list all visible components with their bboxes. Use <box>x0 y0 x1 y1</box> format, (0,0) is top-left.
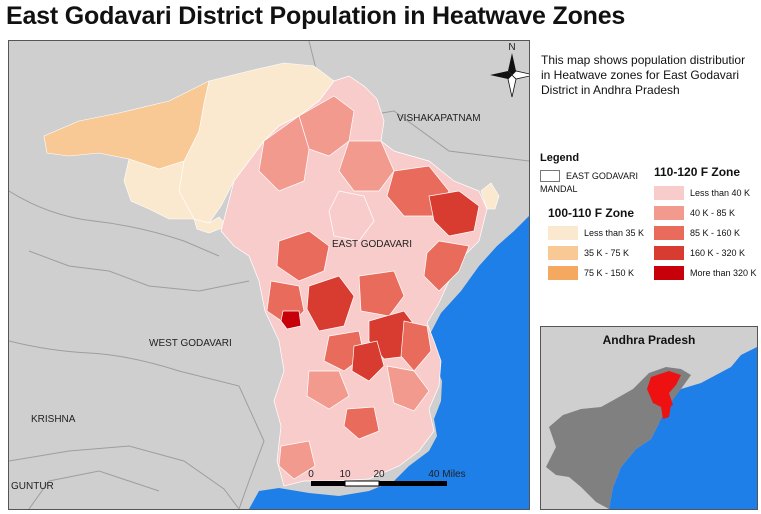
inset-sea <box>609 347 757 509</box>
inset-east-godavari-highlight <box>647 371 681 409</box>
scale-tick-10: 10 <box>339 469 351 480</box>
legend-item-label: 35 K - 75 K <box>584 248 630 258</box>
legend-item-label: Less than 40 K <box>690 188 751 198</box>
legend-item: 35 K - 75 K <box>548 246 629 260</box>
main-map[interactable]: 0 10 20 40 Miles VISHAKAPATNAM EAST GODA… <box>8 40 530 510</box>
legend-item-label: 40 K - 85 K <box>690 208 736 218</box>
mandal-c-5 <box>358 270 405 317</box>
legend-boundary: EAST GODAVARI <box>540 170 638 182</box>
mandal-s-3 <box>306 370 350 410</box>
north-arrow-icon: N <box>490 42 529 98</box>
legend-swatch <box>548 246 578 260</box>
mandal-west-pale-1 <box>123 158 195 220</box>
scale-tick-40: 40 Miles <box>428 469 465 480</box>
legend-item-label: More than 320 K <box>690 268 757 278</box>
label-west-godavari: WEST GODAVARI <box>149 338 232 349</box>
mandal-e-2 <box>423 240 470 292</box>
mandal-s-2 <box>400 320 432 372</box>
label-krishna: KRISHNA <box>31 414 76 425</box>
legend-boundary-label: EAST GODAVARI <box>566 171 639 181</box>
legend-item: Less than 35 K <box>548 226 644 240</box>
scale-seg-2 <box>344 480 380 487</box>
mandal-west-orange <box>43 80 210 170</box>
legend-swatch <box>654 186 684 200</box>
mandal-s-5 <box>278 440 316 480</box>
legend: Legend EAST GODAVARI MANDAL 110-120 F Zo… <box>540 150 758 310</box>
map-description: This map shows population distributior i… <box>541 53 746 97</box>
legend-item: 85 K - 160 K <box>654 226 740 240</box>
legend-swatch <box>654 206 684 220</box>
scale-seg-1 <box>311 481 345 486</box>
mandal-n-2 <box>258 115 310 192</box>
legend-item-label: 75 K - 150 K <box>584 268 635 278</box>
legend-title: Legend <box>540 152 580 164</box>
inset-title: Andhra Pradesh <box>602 333 696 347</box>
legend-swatch <box>654 226 684 240</box>
label-east-godavari: EAST GODAVARI <box>332 239 412 250</box>
sea-area <box>249 216 529 509</box>
legend-boundary-line2: MANDAL <box>540 184 578 194</box>
legend-item-label: 160 K - 320 K <box>690 248 746 258</box>
inset-map-svg <box>546 347 757 509</box>
legend-item: 75 K - 150 K <box>548 266 634 280</box>
legend-boundary-swatch <box>540 170 560 182</box>
legend-swatch <box>654 266 684 280</box>
mandal-c-1 <box>328 190 375 242</box>
inset-map[interactable]: Andhra Pradesh <box>540 326 758 510</box>
legend-swatch <box>548 266 578 280</box>
mandal-e-1 <box>428 190 480 237</box>
mandal-c-4 <box>306 275 355 332</box>
legend-swatch <box>548 226 578 240</box>
legend-item-label: Less than 35 K <box>584 228 645 238</box>
label-vishakapatnam: VISHAKAPATNAM <box>397 113 481 124</box>
label-guntur: GUNTUR <box>11 481 54 492</box>
north-label: N <box>508 42 515 53</box>
legend-item: 40 K - 85 K <box>654 206 735 220</box>
mandal-w-max <box>280 310 302 330</box>
legend-boundary-label-2: MANDAL <box>540 184 578 194</box>
mandal-s-1 <box>351 340 385 382</box>
legend-item: More than 320 K <box>654 266 757 280</box>
mandal-se-1 <box>386 365 430 412</box>
legend-swatch <box>654 246 684 260</box>
scale-tick-0: 0 <box>308 469 314 480</box>
scale-bar: 0 10 20 40 Miles <box>308 469 466 487</box>
inset-highlight-2 <box>661 405 671 419</box>
legend-item: Less than 40 K <box>654 186 750 200</box>
mandal-n-3 <box>338 140 395 192</box>
main-map-svg: 0 10 20 40 Miles VISHAKAPATNAM EAST GODA… <box>9 41 529 509</box>
district-boundaries <box>9 41 529 509</box>
mandal-s-4 <box>343 406 380 440</box>
legend-item: 160 K - 320 K <box>654 246 745 260</box>
mandal-c-3 <box>276 230 330 282</box>
legend-zone-110-120-title: 110-120 F Zone <box>654 165 741 179</box>
scale-tick-20: 20 <box>373 469 385 480</box>
zone-110-120 <box>220 75 488 487</box>
map-title: East Godavari District Population in Hea… <box>6 2 626 30</box>
legend-zone-100-110-title: 100-110 F Zone <box>548 206 635 220</box>
legend-item-label: 85 K - 160 K <box>690 228 741 238</box>
scale-seg-3 <box>379 481 447 486</box>
